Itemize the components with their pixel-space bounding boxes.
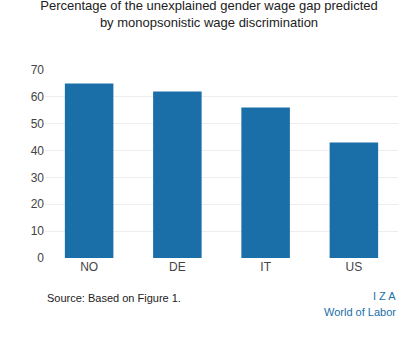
svg-text:NO: NO	[80, 260, 98, 274]
svg-text:40: 40	[31, 144, 45, 158]
svg-text:US: US	[346, 260, 363, 274]
svg-text:60: 60	[31, 90, 45, 104]
svg-text:30: 30	[31, 171, 45, 185]
svg-text:10: 10	[31, 224, 45, 238]
svg-text:Source: Based on Figure 1.: Source: Based on Figure 1.	[47, 292, 181, 304]
svg-text:I Z A: I Z A	[373, 290, 396, 302]
svg-text:DE: DE	[169, 260, 186, 274]
svg-text:IT: IT	[260, 260, 271, 274]
svg-text:World of Labor: World of Labor	[324, 306, 396, 318]
svg-text:20: 20	[31, 197, 45, 211]
svg-text:Percentage of the unexplained: Percentage of the unexplained gender wag…	[40, 0, 378, 30]
svg-text:70: 70	[31, 63, 45, 77]
svg-text:0: 0	[37, 251, 44, 265]
svg-text:50: 50	[31, 117, 45, 131]
